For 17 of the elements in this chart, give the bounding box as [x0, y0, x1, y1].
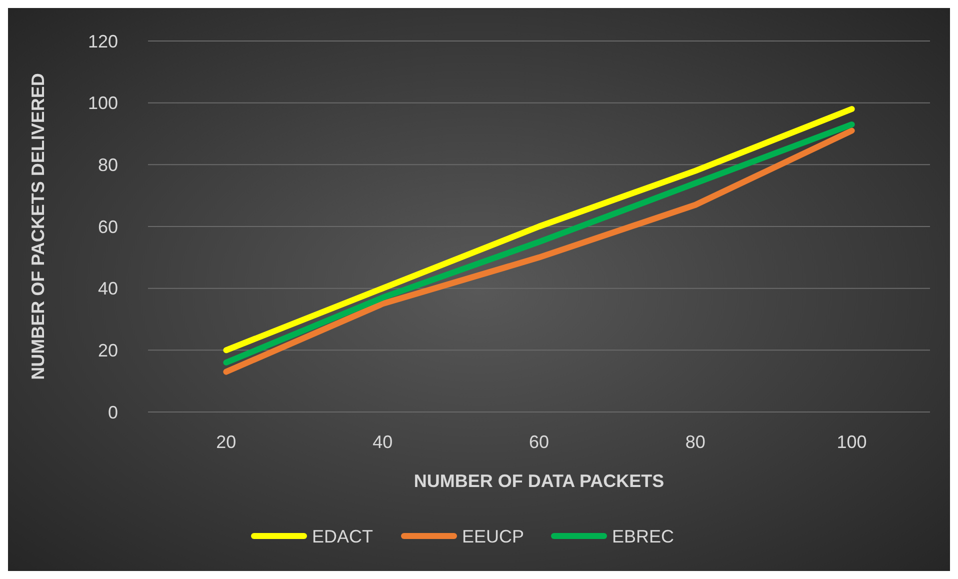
x-axis-title: NUMBER OF DATA PACKETS — [414, 471, 664, 491]
x-tick-label: 60 — [528, 432, 550, 452]
y-tick-label: 20 — [98, 340, 118, 360]
y-tick-label: 80 — [98, 154, 118, 175]
y-axis-title: NUMBER OF PACKETS DELIVERED — [28, 73, 48, 380]
x-tick-label: 100 — [836, 432, 867, 452]
x-tick-label: 20 — [216, 432, 236, 452]
y-tick-label: 0 — [108, 402, 118, 422]
legend-label: EBREC — [612, 526, 674, 546]
y-tick-label: 120 — [88, 31, 118, 52]
y-tick-label: 60 — [98, 216, 118, 237]
x-tick-label: 80 — [685, 432, 706, 452]
y-tick-label: 100 — [88, 93, 118, 114]
legend-label: EDACT — [312, 526, 374, 546]
y-tick-label: 40 — [98, 278, 118, 299]
legend-label: EEUCP — [462, 526, 524, 546]
x-tick-label: 40 — [372, 432, 393, 452]
